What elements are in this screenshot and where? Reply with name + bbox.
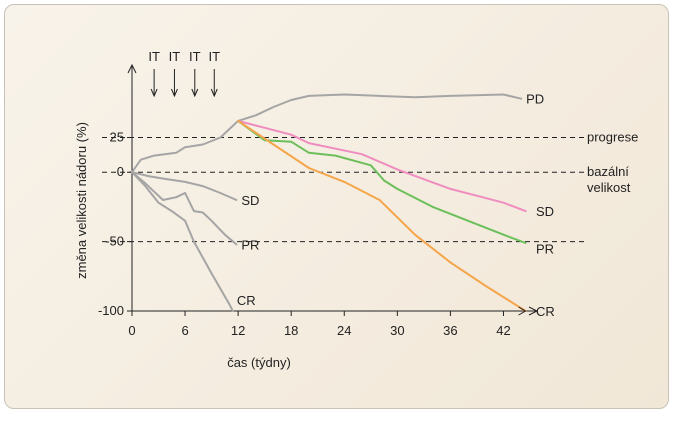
series-label-sd: SD bbox=[241, 193, 259, 208]
y-tick-label: 25 bbox=[110, 130, 124, 145]
down-arrow-icon bbox=[210, 88, 218, 98]
cr-series-line bbox=[131, 171, 234, 312]
x-axis-title: čas (týdny) bbox=[227, 355, 291, 370]
pink-series-line bbox=[237, 119, 527, 213]
x-tick-label: 24 bbox=[337, 323, 351, 338]
y-tick-label: -50 bbox=[105, 234, 124, 249]
reference-label-baseline: bazální velikost bbox=[587, 164, 631, 195]
x-tick-label: 36 bbox=[443, 323, 457, 338]
green-series-line bbox=[237, 119, 527, 244]
sd-series-line bbox=[131, 171, 238, 201]
y-tick-label: -100 bbox=[98, 303, 124, 318]
right-label-pr: PR bbox=[536, 242, 554, 257]
tumor-response-chart: 0 6 12 18 24 30 36 42 25 0 -50 -100 progrese bazální… bbox=[74, 49, 638, 370]
treatment-label-2: IT bbox=[169, 49, 181, 64]
x-tick-label: 6 bbox=[181, 323, 188, 338]
treatment-label-3: IT bbox=[189, 49, 201, 64]
treatment-label-1: IT bbox=[148, 49, 160, 64]
pr-series-line bbox=[131, 171, 238, 246]
orange-series-line bbox=[237, 119, 527, 312]
x-tick-label: 12 bbox=[231, 323, 245, 338]
reference-label-progression: progrese bbox=[587, 130, 638, 145]
pd-series-line bbox=[131, 93, 523, 174]
x-tick-label: 18 bbox=[284, 323, 298, 338]
series-label-pr: PR bbox=[241, 237, 259, 252]
y-axis-arrow-icon bbox=[127, 63, 137, 74]
down-arrow-icon bbox=[170, 88, 178, 98]
y-tick-label: 0 bbox=[117, 164, 124, 179]
down-arrow-icon bbox=[150, 88, 158, 98]
y-axis-title: změna velikosti nádoru (%) bbox=[74, 122, 89, 279]
chart-frame: 0 6 12 18 24 30 36 42 25 0 -50 -100 progrese bazální… bbox=[4, 4, 669, 409]
x-tick-label: 0 bbox=[128, 323, 135, 338]
end-arrow-icon bbox=[518, 306, 527, 316]
treatment-label-4: IT bbox=[208, 49, 220, 64]
x-tick-label: 30 bbox=[390, 323, 404, 338]
right-label-sd: SD bbox=[536, 204, 554, 219]
down-arrow-icon bbox=[191, 88, 199, 98]
x-tick-label: 42 bbox=[496, 323, 510, 338]
right-label-cr: CR bbox=[536, 304, 555, 319]
series-label-pd: PD bbox=[526, 92, 544, 107]
x-axis-arrow-icon bbox=[528, 306, 539, 316]
series-label-cr: CR bbox=[237, 293, 256, 308]
